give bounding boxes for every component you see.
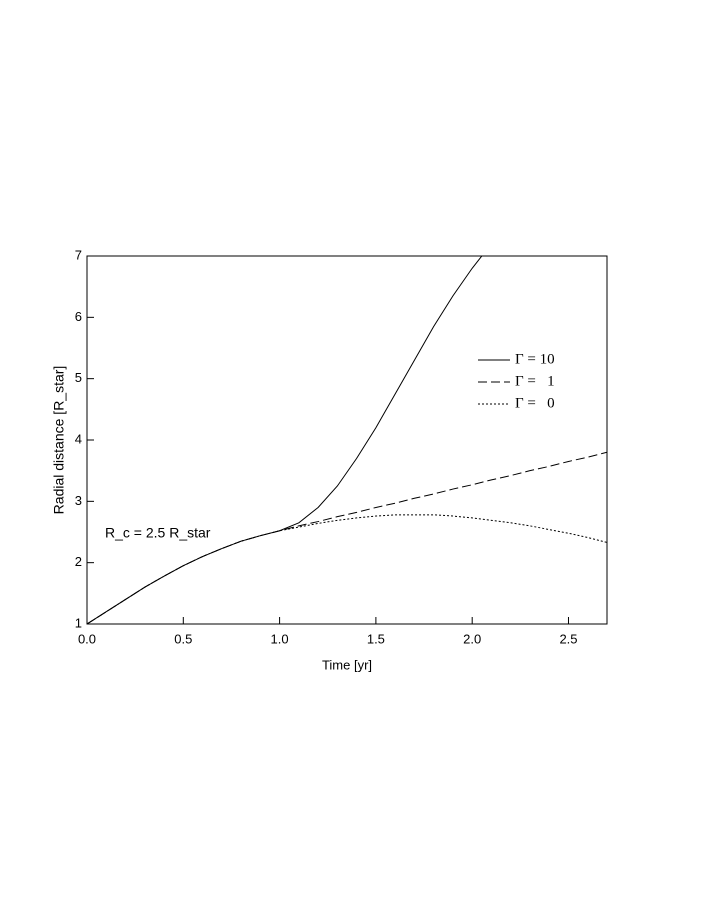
plot-frame	[86, 255, 608, 625]
series-line	[87, 451, 607, 624]
y-tick-label: 7	[75, 247, 82, 262]
annotation: R_c = 2.5 R_star	[105, 525, 211, 541]
legend-label: Γ = 10	[515, 351, 555, 367]
series-line	[87, 256, 483, 624]
series-line	[87, 514, 607, 624]
y-tick-label: 6	[75, 309, 82, 324]
x-tick-label: 0.5	[174, 631, 192, 646]
y-tick-label: 4	[75, 431, 82, 446]
x-tick-label: 2.0	[463, 631, 481, 646]
x-tick-label: 0.0	[78, 631, 96, 646]
y-tick-label: 3	[75, 493, 82, 508]
plot-area	[87, 256, 607, 624]
y-tick-label: 5	[75, 370, 82, 385]
y-axis-label: Radial distance [R_star]	[51, 366, 67, 515]
x-tick-label: 1.0	[271, 631, 289, 646]
x-tick-label: 1.5	[367, 631, 385, 646]
y-tick-label: 2	[75, 554, 82, 569]
legend-label: Γ = 0	[515, 395, 555, 411]
y-tick-label: 1	[75, 615, 82, 630]
x-tick-label: 2.5	[559, 631, 577, 646]
legend-label: Γ = 1	[515, 373, 555, 389]
x-axis-label: Time [yr]	[322, 657, 372, 672]
